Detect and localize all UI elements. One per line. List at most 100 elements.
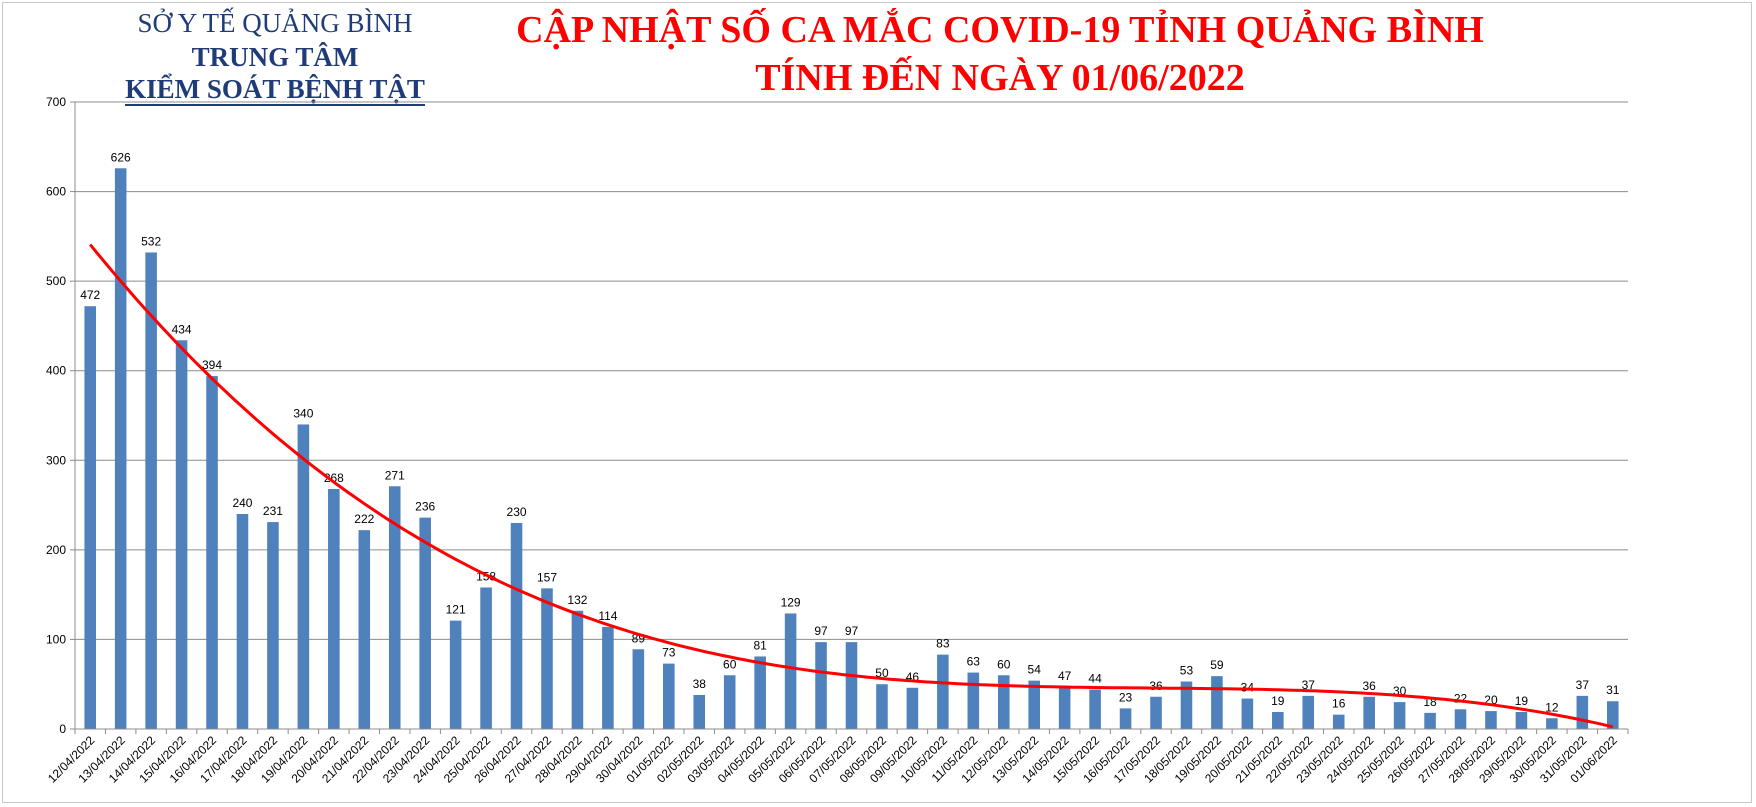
bar (571, 610, 584, 729)
bar (1454, 709, 1467, 729)
data-label: 19 (1271, 694, 1285, 708)
bar (84, 306, 97, 729)
data-label: 434 (172, 322, 192, 336)
data-label: 36 (1362, 679, 1376, 693)
bar (449, 620, 462, 729)
axes (74, 102, 1628, 730)
bar (145, 252, 157, 730)
y-axis-ticks: 0 100 200 300 400 500 600 700 (46, 95, 75, 736)
bar (1424, 712, 1436, 729)
data-label: 129 (781, 595, 801, 609)
bar (663, 663, 675, 729)
y-tick-label: 0 (59, 722, 66, 736)
y-tick-label: 500 (46, 274, 66, 288)
data-label: 121 (446, 603, 466, 617)
bar (845, 642, 858, 729)
bar (876, 684, 888, 729)
bar (267, 522, 279, 729)
bar (388, 486, 401, 729)
bar (967, 672, 980, 729)
bar (1028, 680, 1040, 729)
bar (1150, 696, 1162, 729)
data-label: 37 (1302, 678, 1316, 692)
data-label: 97 (814, 624, 828, 638)
data-label: 19 (1515, 694, 1529, 708)
bar (784, 613, 797, 729)
data-label: 268 (324, 471, 344, 485)
bar (328, 488, 340, 729)
data-label: 222 (354, 512, 374, 526)
bar (997, 675, 1010, 729)
bar (1241, 698, 1254, 729)
data-label: 12 (1545, 700, 1559, 714)
data-label: 36 (1149, 679, 1163, 693)
bar (1515, 711, 1528, 729)
data-label: 16 (1332, 697, 1346, 711)
data-label: 54 (1028, 663, 1042, 677)
org-line-1: SỞ Y TẾ QUẢNG BÌNH (137, 8, 413, 38)
organization-header: SỞ Y TẾ QUẢNG BÌNH TRUNG TÂM KIỂM SOÁT B… (100, 6, 450, 111)
data-label: 472 (80, 288, 100, 302)
bar (1211, 676, 1223, 729)
data-label: 63 (967, 655, 981, 669)
chart-title-line-1: CẬP NHẬT SỐ CA MẮC COVID-19 TỈNH QUẢNG B… (516, 9, 1484, 51)
data-labels: 4726265324343942402313402682222712361211… (80, 150, 1620, 714)
y-tick-label: 700 (46, 95, 66, 109)
bar (1058, 686, 1071, 729)
data-label: 47 (1058, 669, 1072, 683)
data-label: 23 (1119, 690, 1133, 704)
bar (1485, 711, 1497, 729)
data-label: 34 (1241, 681, 1255, 695)
bar (206, 376, 218, 729)
chart-title: CẬP NHẬT SỐ CA MẮC COVID-19 TỈNH QUẢNG B… (470, 6, 1530, 102)
bar (1546, 718, 1558, 729)
data-label: 37 (1576, 678, 1590, 692)
bar (1576, 695, 1589, 729)
data-label: 44 (1088, 672, 1102, 686)
data-label: 59 (1210, 658, 1224, 672)
bar (1606, 701, 1619, 729)
org-line-3: KIỂM SOÁT BỆNH TẬT (125, 74, 425, 106)
bar (480, 587, 492, 729)
data-label: 236 (415, 500, 435, 514)
trendline-curve (89, 243, 1614, 729)
bar (541, 588, 553, 729)
bar (297, 424, 310, 729)
data-label: 97 (845, 624, 859, 638)
bar (632, 649, 645, 729)
data-label: 22 (1454, 691, 1468, 705)
data-label: 394 (202, 358, 222, 372)
y-tick-label: 600 (46, 185, 66, 199)
org-line-2: TRUNG TÂM (191, 42, 359, 72)
bar (723, 675, 736, 729)
bar (937, 654, 949, 729)
bar (754, 656, 766, 729)
y-tick-label: 200 (46, 543, 66, 557)
bar (1089, 689, 1101, 729)
bar (510, 522, 523, 729)
trendline (89, 243, 1614, 729)
bar (1180, 681, 1193, 729)
data-label: 532 (141, 234, 161, 248)
bar (175, 340, 188, 729)
bar (358, 530, 371, 729)
data-label: 626 (111, 150, 131, 164)
data-label: 231 (263, 504, 283, 518)
data-label: 230 (507, 505, 527, 519)
y-tick-label: 300 (46, 453, 66, 467)
data-label: 157 (537, 570, 557, 584)
bar (1332, 714, 1345, 729)
data-label: 132 (567, 593, 587, 607)
y-tick-label: 400 (46, 364, 66, 378)
bar (1363, 696, 1375, 729)
data-label: 31 (1606, 683, 1620, 697)
bars (84, 168, 1619, 730)
bar (1272, 711, 1284, 729)
chart-title-line-2: TÍNH ĐẾN NGÀY 01/06/2022 (755, 57, 1245, 99)
bar (602, 626, 614, 729)
data-label: 240 (232, 496, 252, 510)
bar (114, 168, 127, 730)
bar (815, 642, 827, 729)
